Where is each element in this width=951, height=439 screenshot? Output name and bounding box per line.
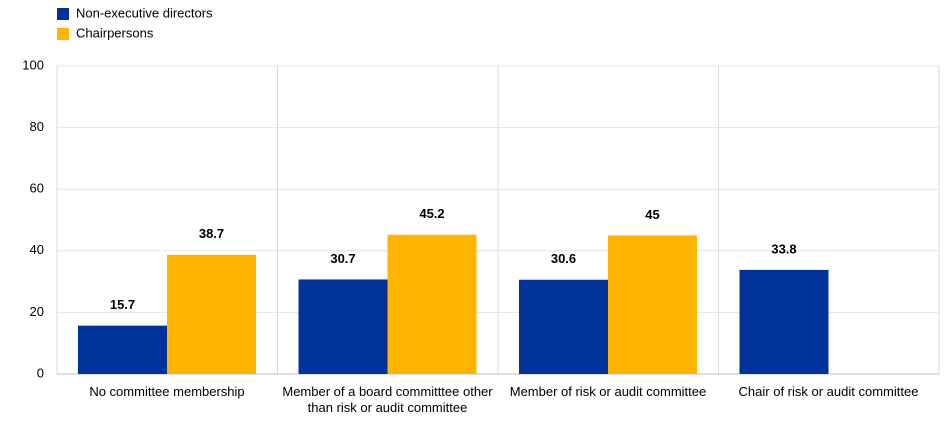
bar [739, 269, 829, 374]
legend-label: Chairpersons [76, 25, 154, 40]
y-tick-label: 100 [22, 57, 44, 72]
y-tick-label: 80 [30, 119, 44, 134]
y-tick-label: 0 [37, 365, 44, 380]
x-tick-label: Member of a board committtee other than … [282, 384, 493, 415]
x-tick-label: No committee membership [89, 384, 245, 399]
bar [387, 234, 477, 374]
value-label: 45.2 [419, 206, 444, 221]
value-label: 30.6 [551, 251, 576, 266]
x-tick-label: Member of risk or audit committee [509, 384, 707, 399]
bar [78, 325, 167, 374]
bar [519, 279, 608, 374]
value-label: 15.7 [110, 297, 135, 312]
value-label: 38.7 [199, 226, 224, 241]
y-tick-label: 60 [30, 181, 44, 196]
y-tick-label: 20 [30, 304, 44, 319]
bar [167, 254, 256, 374]
bar [608, 235, 697, 374]
value-label: 33.8 [771, 241, 796, 256]
y-tick-label: 40 [30, 242, 44, 257]
x-tick-label: Chair of risk or audit committee [738, 384, 919, 399]
value-label: 30.7 [330, 251, 355, 266]
legend-swatch [57, 28, 69, 40]
bar [298, 279, 388, 374]
value-label: 45 [645, 207, 659, 222]
legend-swatch [57, 8, 69, 20]
legend-label: Non-executive directors [76, 5, 213, 20]
